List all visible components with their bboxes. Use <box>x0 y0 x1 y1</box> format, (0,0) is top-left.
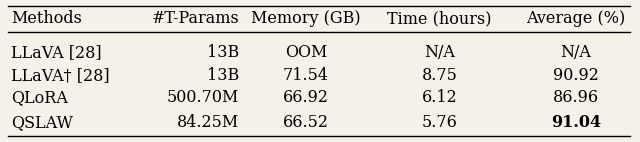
Text: 86.96: 86.96 <box>553 89 599 106</box>
Text: 66.52: 66.52 <box>283 114 329 131</box>
Text: Time (hours): Time (hours) <box>387 10 492 27</box>
Text: Methods: Methods <box>11 10 82 27</box>
Text: N/A: N/A <box>561 44 591 61</box>
Text: 91.04: 91.04 <box>551 114 601 131</box>
Text: 90.92: 90.92 <box>553 67 599 84</box>
Text: 71.54: 71.54 <box>283 67 329 84</box>
Text: OOM: OOM <box>285 44 327 61</box>
Text: QLoRA: QLoRA <box>11 89 68 106</box>
Text: 500.70M: 500.70M <box>167 89 239 106</box>
Text: 8.75: 8.75 <box>421 67 458 84</box>
Text: LLaVA [28]: LLaVA [28] <box>11 44 102 61</box>
Text: 84.25M: 84.25M <box>177 114 239 131</box>
Text: QSLAW: QSLAW <box>11 114 73 131</box>
Text: 5.76: 5.76 <box>421 114 458 131</box>
Text: #T-Params: #T-Params <box>152 10 239 27</box>
Text: 13B: 13B <box>207 44 239 61</box>
Text: Memory (GB): Memory (GB) <box>252 10 361 27</box>
Text: LLaVA† [28]: LLaVA† [28] <box>11 67 109 84</box>
Text: N/A: N/A <box>424 44 455 61</box>
Text: Average (%): Average (%) <box>526 10 625 27</box>
Text: 13B: 13B <box>207 67 239 84</box>
Text: 6.12: 6.12 <box>422 89 457 106</box>
Text: 66.92: 66.92 <box>283 89 329 106</box>
